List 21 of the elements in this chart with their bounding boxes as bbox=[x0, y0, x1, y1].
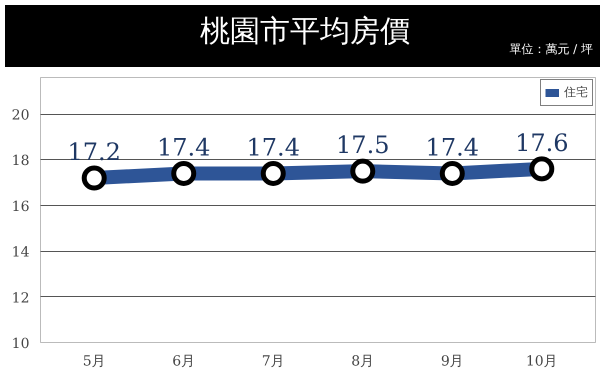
y-tick-label: 12 bbox=[12, 290, 30, 306]
x-tick-label: 8月 bbox=[351, 354, 374, 370]
legend-label: 住宅 bbox=[564, 84, 588, 101]
y-tick-label: 10 bbox=[12, 336, 30, 352]
chart-subtitle: 單位：萬元 / 坪 bbox=[509, 41, 593, 58]
y-tick-label: 20 bbox=[12, 108, 30, 124]
data-label: 17.4 bbox=[246, 133, 300, 162]
data-label: 17.4 bbox=[157, 133, 210, 162]
x-tick-label: 10月 bbox=[526, 354, 558, 370]
y-tick-label: 14 bbox=[12, 244, 30, 261]
data-label: 17.6 bbox=[515, 128, 569, 157]
chart-title: 桃園市平均房價 bbox=[200, 14, 410, 49]
x-tick-label: 5月 bbox=[82, 354, 106, 370]
x-tick-label: 9月 bbox=[440, 354, 464, 370]
x-tick-label: 6月 bbox=[172, 354, 196, 370]
y-tick-label: 18 bbox=[12, 153, 30, 170]
data-label: 17.2 bbox=[67, 138, 121, 166]
x-tick-label: 7月 bbox=[262, 354, 285, 370]
y-tick-label: 16 bbox=[12, 198, 30, 215]
data-label: 17.4 bbox=[426, 133, 479, 162]
data-label: 17.5 bbox=[336, 131, 390, 160]
